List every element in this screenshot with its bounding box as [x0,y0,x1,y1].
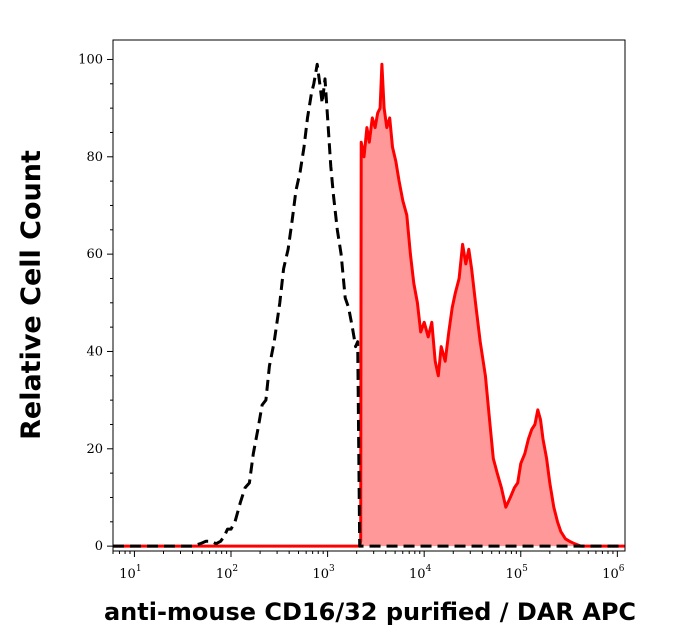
x-tick-label: 101 [119,564,141,582]
y-axis-title: Relative Cell Count [16,150,47,440]
series-layer [113,62,625,548]
y-tick-label: 60 [86,247,103,262]
x-tick-label: 104 [409,564,432,582]
x-tick-label: 103 [312,564,335,582]
x-tick-label: 105 [506,564,529,582]
x-tick-label: 102 [216,564,238,582]
y-tick-label: 40 [86,344,103,359]
y-tick-label: 100 [78,52,103,67]
y-tick-label: 80 [86,150,103,165]
series-line-filled [113,62,625,548]
x-axis: 101 102 103 104 105 106 [112,551,625,582]
y-tick-label: 20 [86,442,103,457]
series-line-dashed [113,62,625,548]
x-tick-label: 106 [602,564,625,582]
y-tick-label: 0 [95,539,103,554]
y-axis: 0 20 40 60 80 100 [78,52,113,554]
series-fill-area [113,64,625,547]
x-axis-title: anti-mouse CD16/32 purified / DAR APC [104,598,636,626]
